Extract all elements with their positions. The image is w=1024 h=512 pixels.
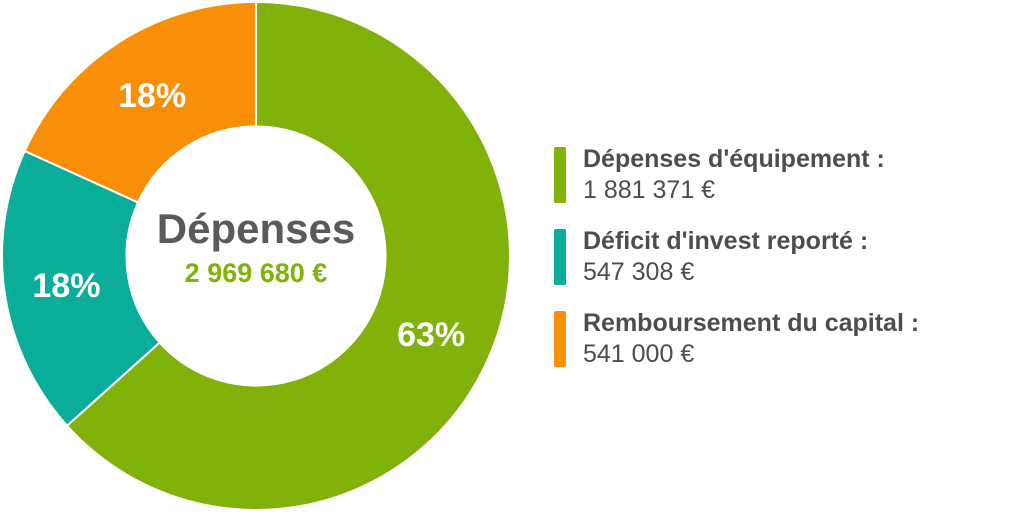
legend-swatch-equipement — [554, 147, 566, 203]
donut-slice-equipement — [65, 0, 511, 511]
legend-value: 541 000 € — [583, 340, 695, 368]
legend-value: 1 881 371 € — [583, 176, 716, 204]
center-total: 2 969 680 € — [185, 258, 328, 288]
donut-chart: 63% 18% 18% Dépenses 2 969 680 € — [1, 0, 511, 511]
percent-label-equipement: 63% — [397, 316, 465, 354]
legend-item-remboursement: Remboursement du capital : 541 000 € — [554, 309, 1014, 391]
donut-slice-deficit — [1, 149, 162, 428]
legend-item-deficit: Déficit d'invest reporté : 547 308 € — [554, 227, 1014, 309]
center-title: Dépenses — [157, 205, 355, 252]
legend-swatch-deficit — [554, 229, 566, 285]
legend-value: 547 308 € — [583, 258, 695, 286]
donut-slices — [1, 0, 511, 511]
legend: Dépenses d'équipement : 1 881 371 € Défi… — [554, 145, 1014, 391]
legend-label: Remboursement du capital : — [583, 309, 920, 337]
donut-slice-remboursement — [23, 0, 257, 204]
percent-label-deficit: 18% — [32, 267, 100, 305]
legend-item-equipement: Dépenses d'équipement : 1 881 371 € — [554, 145, 1014, 227]
legend-label: Dépenses d'équipement : — [583, 145, 885, 173]
legend-label: Déficit d'invest reporté : — [583, 227, 869, 255]
donut-percent-labels: 63% 18% 18% — [32, 77, 465, 354]
percent-label-remboursement: 18% — [118, 77, 186, 115]
legend-swatch-remboursement — [554, 311, 566, 367]
